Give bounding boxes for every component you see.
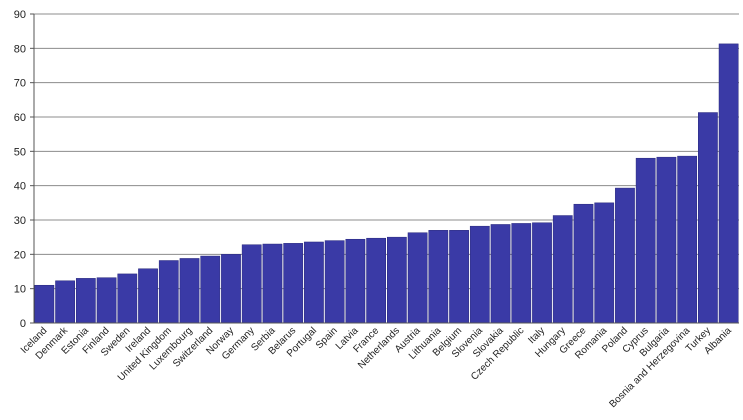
bar	[490, 224, 511, 324]
y-tick-label: 20	[14, 249, 26, 261]
bar	[573, 203, 594, 324]
bar	[241, 244, 262, 324]
bar	[304, 241, 324, 324]
bar	[718, 43, 739, 324]
gridlines	[34, 13, 739, 290]
bar	[283, 243, 304, 324]
bar	[96, 277, 117, 324]
bar	[221, 254, 241, 324]
y-tick-labels: 0 10 20 30 40 50 60 70 80 90	[14, 9, 26, 330]
bar	[138, 268, 158, 324]
bar	[324, 240, 345, 324]
bar	[469, 225, 490, 324]
bar	[262, 243, 283, 324]
bar	[635, 157, 656, 324]
bar	[55, 280, 75, 324]
bar	[532, 222, 552, 324]
y-tick-label: 30	[14, 215, 26, 227]
bar	[677, 155, 698, 324]
y-tick-label: 60	[14, 112, 26, 124]
bar	[428, 230, 449, 324]
y-tick-label: 0	[20, 318, 26, 330]
bar	[75, 278, 96, 324]
bar	[345, 238, 366, 324]
bar	[594, 202, 615, 324]
y-tick-label: 50	[14, 146, 26, 158]
bar	[34, 284, 55, 324]
bar	[698, 112, 718, 324]
bar	[117, 273, 138, 324]
bar	[615, 187, 635, 324]
bar	[366, 237, 387, 324]
bars	[34, 43, 739, 324]
y-tick-label: 70	[14, 78, 26, 90]
y-tick-label: 80	[14, 43, 26, 55]
bar	[407, 232, 428, 324]
bar	[511, 223, 532, 324]
bar	[179, 258, 200, 324]
bar	[449, 230, 469, 324]
y-tick-label: 40	[14, 181, 26, 193]
bar	[158, 260, 179, 324]
bar	[552, 215, 573, 324]
bar	[387, 236, 407, 324]
axes	[30, 13, 739, 324]
bar	[200, 255, 221, 324]
x-tick-labels: IcelandDenmarkEstoniaFinlandSwedenIrelan…	[19, 325, 734, 411]
y-tick-label: 10	[14, 284, 26, 296]
bar	[656, 156, 677, 324]
y-tick-label: 90	[14, 9, 26, 21]
